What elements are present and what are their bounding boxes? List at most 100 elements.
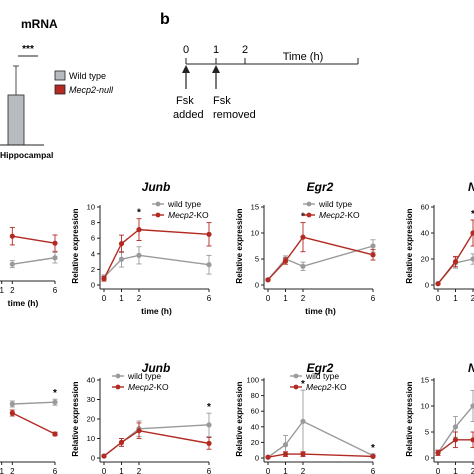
x-tick-label: 0 (102, 467, 107, 474)
y-tick-label: 10 (87, 203, 95, 212)
legend-label: Mecp2-KO (128, 382, 169, 392)
data-point (470, 403, 474, 409)
y-tick-label: 80 (251, 391, 259, 400)
y-tick-label: 20 (251, 438, 259, 447)
data-point (118, 256, 125, 262)
y-tick-label: 5 (255, 255, 259, 264)
chart-title: N (468, 361, 474, 375)
y-axis-label: Relative expression (235, 381, 244, 456)
y-tick-label: 5 (425, 428, 429, 437)
timeline-label-2: 2 (242, 44, 248, 56)
panel-a-category-label: Hippocampal (0, 150, 53, 160)
y-tick-label: 15 (421, 376, 429, 385)
x-tick-label: 2 (137, 294, 142, 303)
y-tick-label: 60 (421, 203, 429, 212)
series-line-mecp2 (103, 228, 210, 280)
y-tick-label: 0 (255, 454, 259, 463)
data-point (370, 453, 376, 460)
x-tick-label: 1 (119, 467, 124, 474)
y-tick-label: 30 (87, 395, 95, 404)
y-tick-label: 0 (91, 454, 95, 463)
data-point (300, 234, 306, 240)
x-tick-label: 2 (471, 294, 474, 303)
x-tick-label: 1 (0, 286, 4, 295)
y-tick-label: 20 (87, 415, 95, 424)
legend-marker (306, 201, 312, 207)
legend-label: wild type (318, 199, 352, 209)
legend-marker (293, 384, 299, 390)
x-tick-label: 1 (283, 294, 288, 303)
data-point (300, 263, 306, 269)
chart-panel-8: N0126051015Relative expression (405, 361, 474, 474)
timeline-label-1: 1 (213, 44, 219, 56)
y-axis-label: Relative expression (71, 208, 80, 283)
series-line-wild-type (103, 254, 210, 278)
significance-star: * (301, 212, 305, 223)
chart-panel-4: N0126tim0204060Relative expression* (405, 180, 474, 303)
data-point (206, 440, 212, 446)
y-tick-label: 0 (425, 454, 429, 463)
y-tick-label: 0 (255, 281, 259, 290)
series-line-wild-type (267, 420, 374, 458)
panel-b: b 0 1 2 Time (h) Fsk added Fsk removed (160, 11, 359, 121)
data-point (470, 230, 474, 236)
fsk-added-label-2: added (173, 109, 204, 121)
y-axis-label: Relative expression (235, 208, 244, 283)
data-point (118, 241, 125, 247)
y-tick-label: 20 (421, 255, 429, 264)
chart-title: Junb (142, 180, 171, 194)
x-tick-label: 6 (53, 467, 58, 474)
fsk-added-label-1: Fsk (176, 95, 194, 107)
chart-title: N (468, 180, 474, 194)
significance-star: * (471, 209, 474, 220)
x-tick-label: 6 (207, 294, 212, 303)
legend-marker (155, 212, 161, 218)
y-tick-label: 0 (425, 281, 429, 290)
series-line-mecp2 (267, 236, 374, 281)
significance-star: * (301, 379, 305, 390)
chart-title: Egr2 (307, 180, 334, 194)
data-point (9, 261, 15, 267)
data-point (452, 437, 459, 443)
data-point (52, 399, 58, 405)
y-tick-label: 40 (87, 376, 95, 385)
fsk-removed-label-2: removed (213, 109, 256, 121)
x-tick-label: 1 (283, 467, 288, 474)
series-line-wild-type (12, 401, 56, 405)
data-point (370, 243, 376, 249)
x-tick-label: 1 (0, 467, 4, 474)
x-tick-label: 6 (53, 286, 58, 295)
data-point (136, 227, 142, 233)
x-tick-label: 2 (137, 467, 142, 474)
timeline-axis-title: Time (h) (283, 51, 324, 63)
legend-label: Mecp2-KO (168, 210, 209, 220)
x-tick-label: 0 (436, 294, 441, 303)
data-point (206, 231, 212, 237)
wild-type-bar (7, 94, 25, 146)
y-tick-label: 8 (91, 218, 95, 227)
data-point (470, 256, 474, 262)
series-line-mecp2 (267, 453, 374, 458)
data-point (9, 401, 15, 407)
legend-marker (115, 384, 121, 390)
x-tick-label: 1 (453, 467, 458, 474)
data-point (282, 442, 289, 448)
data-point (52, 240, 58, 246)
panel-a-title: mRNA (21, 17, 58, 31)
y-tick-label: 40 (251, 422, 259, 431)
x-tick-label: 2 (471, 467, 474, 474)
data-point (206, 262, 212, 268)
data-point (282, 451, 289, 457)
x-tick-label: 0 (266, 294, 271, 303)
data-point (470, 437, 474, 443)
series-line-mecp2 (12, 412, 56, 435)
data-point (265, 454, 271, 460)
y-tick-label: 2 (91, 265, 95, 274)
x-tick-label: 6 (371, 467, 376, 474)
y-tick-label: 60 (251, 407, 259, 416)
